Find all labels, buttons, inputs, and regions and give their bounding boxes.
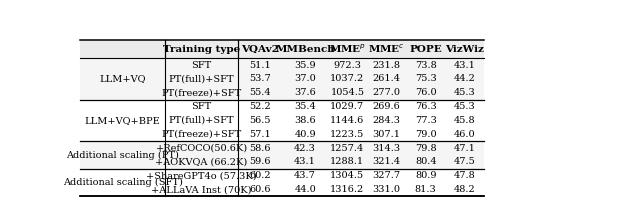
- Text: MME$^p$: MME$^p$: [329, 43, 366, 55]
- Text: 43.7: 43.7: [294, 171, 316, 180]
- Bar: [80, 40, 484, 58]
- Text: 1144.6: 1144.6: [330, 116, 364, 125]
- Text: +ALLaVA Inst (70K): +ALLaVA Inst (70K): [151, 185, 252, 194]
- Bar: [80, 141, 484, 169]
- Text: 231.8: 231.8: [372, 61, 401, 70]
- Text: 48.2: 48.2: [454, 185, 476, 194]
- Text: 51.1: 51.1: [249, 61, 271, 70]
- Text: 75.3: 75.3: [415, 74, 436, 83]
- Text: 47.8: 47.8: [454, 171, 476, 180]
- Text: Additional scaling (PT): Additional scaling (PT): [66, 151, 179, 160]
- Text: 80.4: 80.4: [415, 157, 436, 166]
- Text: 277.0: 277.0: [372, 88, 401, 97]
- Text: 46.0: 46.0: [454, 130, 476, 139]
- Text: 261.4: 261.4: [372, 74, 401, 83]
- Text: 79.0: 79.0: [415, 130, 436, 139]
- Text: SFT: SFT: [191, 102, 212, 111]
- Text: 307.1: 307.1: [372, 130, 401, 139]
- Text: 42.3: 42.3: [294, 144, 316, 153]
- Text: 35.9: 35.9: [294, 61, 316, 70]
- Text: PT(full)+SFT: PT(full)+SFT: [169, 116, 234, 125]
- Text: 331.0: 331.0: [372, 185, 401, 194]
- Text: 972.3: 972.3: [333, 61, 362, 70]
- Text: 47.1: 47.1: [454, 144, 476, 153]
- Text: +ShareGPT4o (57.3K): +ShareGPT4o (57.3K): [146, 171, 257, 180]
- Text: LLM+VQ+BPE: LLM+VQ+BPE: [84, 116, 161, 125]
- Text: 55.4: 55.4: [249, 88, 271, 97]
- Text: 76.0: 76.0: [415, 88, 436, 97]
- Text: 52.2: 52.2: [249, 102, 271, 111]
- Text: 1316.2: 1316.2: [330, 185, 364, 194]
- Text: SFT: SFT: [191, 61, 212, 70]
- Bar: [80, 169, 484, 196]
- Text: 321.4: 321.4: [372, 157, 401, 166]
- Text: 45.3: 45.3: [454, 88, 476, 97]
- Text: 47.5: 47.5: [454, 157, 476, 166]
- Text: 269.6: 269.6: [372, 102, 401, 111]
- Text: 284.3: 284.3: [372, 116, 401, 125]
- Text: Additional scaling (SFT): Additional scaling (SFT): [63, 178, 182, 187]
- Text: +AOKVQA (66.2K): +AOKVQA (66.2K): [156, 157, 248, 166]
- Bar: [80, 58, 484, 100]
- Bar: [80, 100, 484, 141]
- Text: 1288.1: 1288.1: [330, 157, 364, 166]
- Text: 1304.5: 1304.5: [330, 171, 364, 180]
- Text: 45.3: 45.3: [454, 102, 476, 111]
- Text: 53.7: 53.7: [249, 74, 271, 83]
- Text: 327.7: 327.7: [372, 171, 401, 180]
- Text: +RefCOCO(50.6K): +RefCOCO(50.6K): [156, 144, 248, 153]
- Text: 80.9: 80.9: [415, 171, 436, 180]
- Text: 314.3: 314.3: [372, 144, 401, 153]
- Text: 44.0: 44.0: [294, 185, 316, 194]
- Text: Training type: Training type: [163, 45, 240, 54]
- Text: 35.4: 35.4: [294, 102, 316, 111]
- Text: 44.2: 44.2: [454, 74, 476, 83]
- Text: 1223.5: 1223.5: [330, 130, 364, 139]
- Text: MMBench: MMBench: [275, 45, 335, 54]
- Text: 57.1: 57.1: [249, 130, 271, 139]
- Text: 79.8: 79.8: [415, 144, 436, 153]
- Text: PT(freeze)+SFT: PT(freeze)+SFT: [161, 88, 242, 97]
- Text: 56.5: 56.5: [250, 116, 271, 125]
- Text: 43.1: 43.1: [454, 61, 476, 70]
- Text: PT(freeze)+SFT: PT(freeze)+SFT: [161, 130, 242, 139]
- Text: 37.0: 37.0: [294, 74, 316, 83]
- Text: 1037.2: 1037.2: [330, 74, 364, 83]
- Text: POPE: POPE: [410, 45, 442, 54]
- Text: 81.3: 81.3: [415, 185, 436, 194]
- Text: 77.3: 77.3: [415, 116, 436, 125]
- Text: 73.8: 73.8: [415, 61, 436, 70]
- Text: VizWiz: VizWiz: [445, 45, 484, 54]
- Text: 58.6: 58.6: [250, 144, 271, 153]
- Text: 1257.4: 1257.4: [330, 144, 364, 153]
- Text: MME$^c$: MME$^c$: [368, 43, 405, 55]
- Text: 37.6: 37.6: [294, 88, 316, 97]
- Text: 1029.7: 1029.7: [330, 102, 364, 111]
- Text: VQAv2: VQAv2: [241, 45, 279, 54]
- Text: 59.6: 59.6: [250, 157, 271, 166]
- Text: 1054.5: 1054.5: [330, 88, 364, 97]
- Text: 60.2: 60.2: [249, 171, 271, 180]
- Text: 76.3: 76.3: [415, 102, 436, 111]
- Text: 60.6: 60.6: [250, 185, 271, 194]
- Text: 45.8: 45.8: [454, 116, 476, 125]
- Text: 43.1: 43.1: [294, 157, 316, 166]
- Text: PT(full)+SFT: PT(full)+SFT: [169, 74, 234, 83]
- Text: 40.9: 40.9: [294, 130, 316, 139]
- Text: LLM+VQ: LLM+VQ: [99, 74, 146, 83]
- Text: 38.6: 38.6: [294, 116, 316, 125]
